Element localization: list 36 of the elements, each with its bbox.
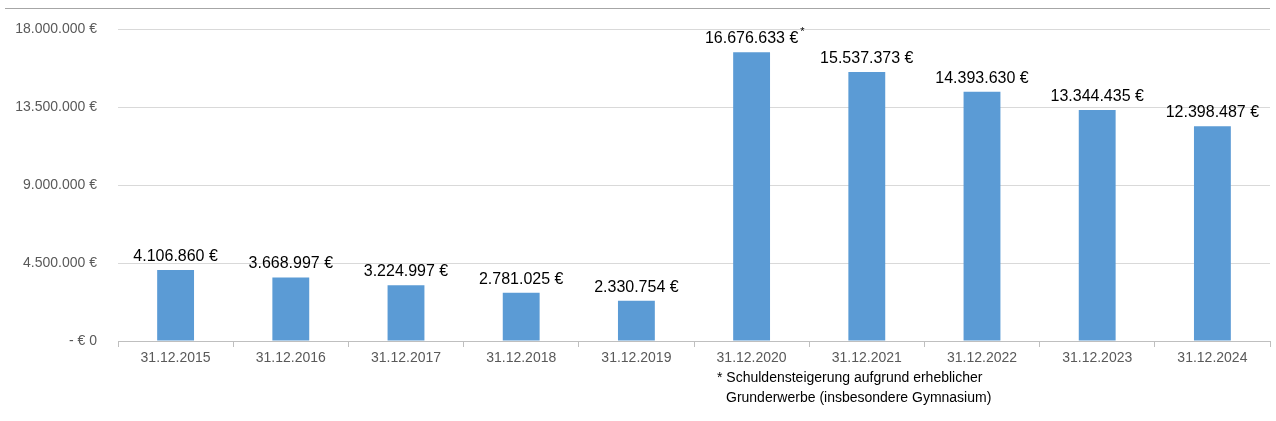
- x-tick-label: 31.12.2022: [946, 349, 1018, 366]
- data-label: 3.668.997 €: [248, 254, 334, 272]
- data-label: 16.676.633 €*: [704, 25, 806, 47]
- y-tick-label: 13.500.000 €: [15, 98, 98, 115]
- bar: [272, 277, 310, 341]
- x-tick-label: 31.12.2023: [1062, 349, 1133, 366]
- y-tick-label: 9.000.000 €: [23, 176, 98, 193]
- data-label: 15.537.373 €: [820, 49, 914, 67]
- bar: [963, 91, 1001, 341]
- bar: [1078, 109, 1116, 341]
- x-tick-label: 31.12.2017: [370, 349, 442, 366]
- bar: [848, 72, 886, 341]
- y-tick-label: 4.500.000 €: [23, 253, 98, 270]
- data-label: 12.398.487 €: [1165, 103, 1260, 121]
- y-tick-label: - € 0: [68, 331, 98, 348]
- x-tick-label: 31.12.2015: [140, 349, 211, 366]
- bar: [1193, 126, 1231, 341]
- data-label: 2.330.754 €: [594, 277, 679, 295]
- bar: [157, 269, 195, 341]
- x-tick-label: 31.12.2019: [601, 349, 672, 366]
- bar: [387, 285, 425, 341]
- bar: [617, 300, 655, 341]
- x-tick-label: 31.12.2018: [486, 349, 557, 366]
- data-label: 14.393.630 €: [935, 68, 1029, 86]
- text: * Schuldensteigerung aufgrund erheblicher Grunderwerbe (insbesondere Gymnasium): [717, 368, 992, 407]
- data-label: 13.344.435 €: [1050, 86, 1145, 104]
- bar: [502, 292, 540, 341]
- x-tick-label: 31.12.2016: [255, 349, 327, 366]
- bar: [733, 52, 771, 341]
- data-label: 4.106.860 €: [133, 246, 218, 264]
- data-label: 2.781.025 €: [478, 269, 564, 287]
- data-label: 3.224.997 €: [363, 262, 449, 280]
- x-tick-label: 31.12.2024: [1177, 349, 1248, 366]
- x-tick-label: 31.12.2021: [831, 349, 903, 366]
- y-tick-label: 18.000.000 €: [15, 20, 98, 37]
- x-tick-label: 31.12.2020: [716, 349, 787, 366]
